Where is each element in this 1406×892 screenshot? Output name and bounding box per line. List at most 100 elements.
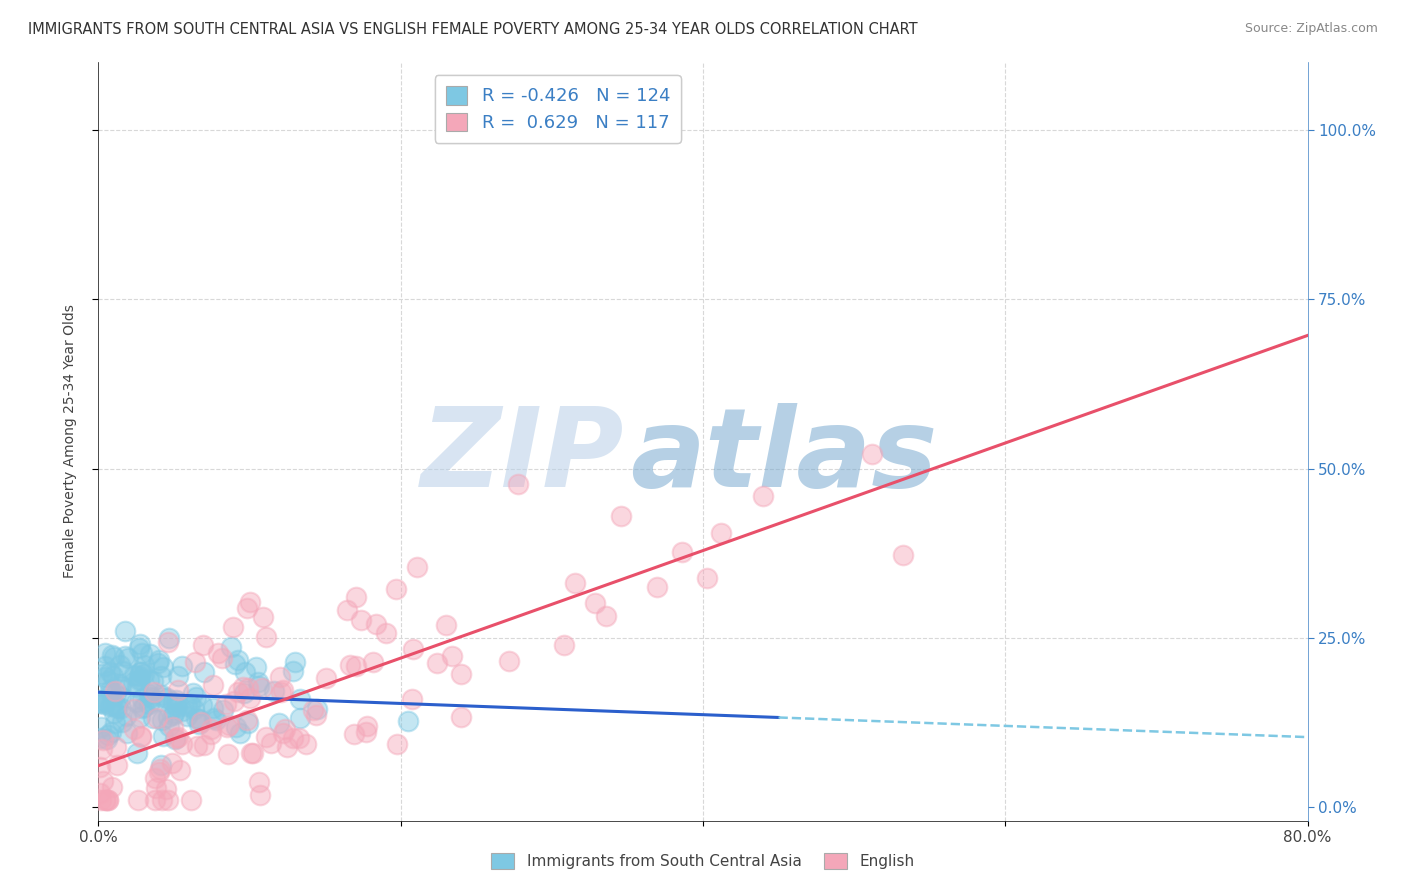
Point: [276, 739, 298, 754]
Point: [609, 508, 631, 523]
Point: [125, 746, 148, 760]
Point: [94, 793, 117, 807]
Point: [128, 673, 150, 688]
Point: [150, 793, 173, 807]
Point: [90, 793, 112, 807]
Point: [91, 742, 114, 756]
Point: [179, 697, 201, 711]
Point: [270, 684, 292, 698]
Point: [148, 764, 170, 779]
Point: [176, 709, 198, 723]
Point: [564, 575, 586, 590]
Point: [891, 548, 914, 562]
Point: [98, 698, 121, 713]
Point: [184, 690, 207, 704]
Point: [160, 756, 183, 771]
Point: [157, 719, 180, 733]
Point: [150, 713, 173, 727]
Point: [110, 690, 132, 705]
Legend: Immigrants from South Central Asia, English: Immigrants from South Central Asia, Engl…: [485, 847, 921, 875]
Point: [129, 730, 152, 744]
Point: [155, 782, 177, 797]
Point: [167, 731, 190, 745]
Point: [344, 659, 367, 673]
Point: [434, 618, 457, 632]
Point: [143, 684, 166, 698]
Point: [165, 731, 187, 746]
Point: [671, 545, 693, 559]
Point: [97, 673, 120, 688]
Point: [254, 630, 277, 644]
Point: [294, 737, 316, 751]
Point: [170, 658, 193, 673]
Point: [366, 617, 388, 632]
Point: [211, 702, 233, 716]
Point: [93, 698, 115, 712]
Point: [302, 703, 325, 717]
Point: [122, 722, 145, 736]
Point: [138, 673, 160, 687]
Point: [401, 692, 423, 706]
Point: [356, 719, 378, 733]
Point: [238, 691, 260, 706]
Point: [169, 763, 191, 777]
Point: [143, 694, 166, 708]
Point: [271, 726, 294, 740]
Point: [860, 447, 883, 461]
Point: [238, 681, 260, 696]
Point: [336, 602, 359, 616]
Point: [90, 666, 112, 681]
Point: [139, 647, 162, 661]
Point: [385, 582, 408, 597]
Point: [284, 655, 307, 669]
Text: atlas: atlas: [630, 403, 938, 510]
Point: [281, 664, 304, 678]
Y-axis label: Female Poverty Among 25-34 Year Olds: Female Poverty Among 25-34 Year Olds: [63, 304, 77, 579]
Point: [180, 793, 202, 807]
Point: [94, 670, 117, 684]
Point: [163, 732, 186, 747]
Point: [129, 672, 152, 686]
Point: [225, 720, 247, 734]
Point: [346, 590, 368, 604]
Point: [450, 709, 472, 723]
Point: [583, 596, 606, 610]
Point: [157, 635, 180, 649]
Point: [134, 700, 156, 714]
Point: [236, 716, 259, 731]
Point: [696, 571, 718, 585]
Point: [114, 649, 136, 664]
Point: [343, 727, 366, 741]
Point: [247, 774, 270, 789]
Point: [122, 668, 145, 682]
Point: [193, 665, 215, 680]
Point: [235, 601, 257, 615]
Point: [170, 737, 193, 751]
Point: [98, 683, 121, 698]
Point: [553, 638, 575, 652]
Point: [207, 646, 229, 660]
Point: [152, 688, 174, 702]
Point: [157, 632, 180, 646]
Point: [142, 673, 165, 688]
Point: [129, 638, 152, 652]
Point: [111, 715, 134, 730]
Point: [219, 640, 242, 655]
Point: [166, 682, 188, 697]
Point: [307, 702, 329, 716]
Point: [165, 698, 187, 712]
Point: [97, 793, 120, 807]
Point: [226, 685, 249, 699]
Point: [226, 653, 249, 667]
Point: [90, 720, 112, 734]
Text: ZIP: ZIP: [420, 403, 624, 510]
Point: [281, 731, 304, 745]
Point: [89, 696, 111, 710]
Point: [354, 725, 377, 739]
Point: [156, 793, 179, 807]
Point: [143, 793, 166, 807]
Point: [252, 610, 274, 624]
Point: [247, 679, 270, 693]
Point: [181, 686, 204, 700]
Point: [93, 646, 115, 660]
